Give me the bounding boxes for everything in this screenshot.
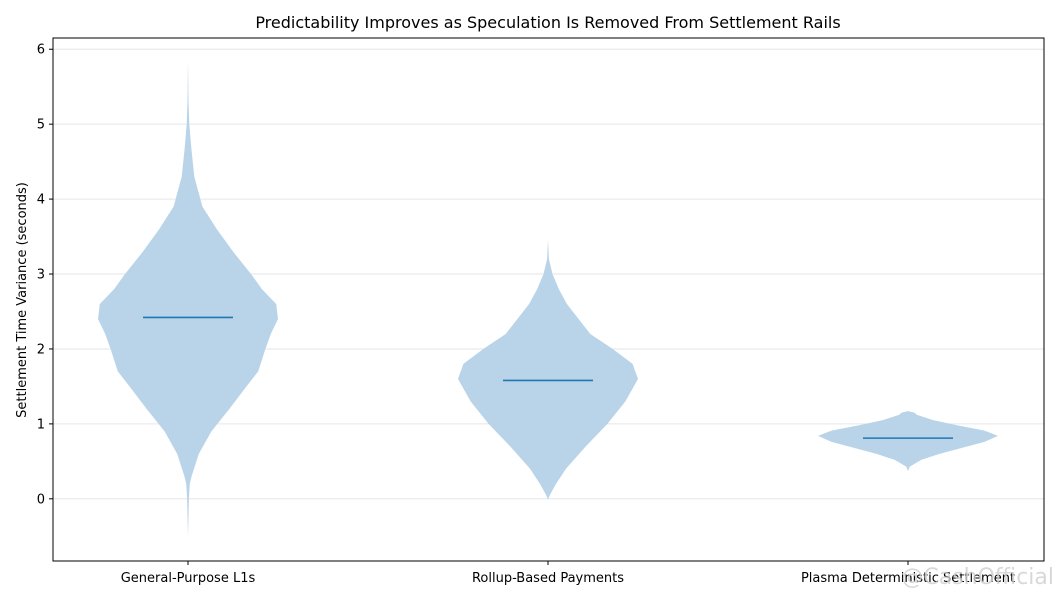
median-lines	[143, 316, 953, 439]
y-tick-label: 6	[37, 43, 45, 58]
y-axis-ticks: 0 1 2 3 4 5 6	[37, 43, 53, 507]
y-tick-label: 1	[37, 417, 45, 432]
watermark: @CashOfficial	[901, 565, 1054, 590]
y-tick-label: 4	[37, 193, 45, 208]
y-tick-label: 0	[37, 492, 45, 507]
y-axis-label: Settlement Time Variance (seconds)	[15, 182, 30, 418]
x-tick-label: Rollup-Based Payments	[472, 571, 624, 586]
y-tick-label: 2	[37, 342, 45, 357]
violin-3	[818, 411, 998, 472]
y-tick-label: 5	[37, 118, 45, 133]
violin-2	[458, 240, 638, 500]
y-tick-label: 3	[37, 268, 45, 283]
violins	[98, 59, 998, 538]
x-tick-label: General-Purpose L1s	[121, 571, 256, 586]
violin-1	[98, 59, 278, 538]
x-axis-ticks: General-Purpose L1s Rollup-Based Payments…	[121, 561, 1015, 586]
chart-title: Predictability Improves as Speculation I…	[255, 13, 840, 32]
x-tick-label: Plasma Deterministic Settlement	[801, 571, 1015, 586]
